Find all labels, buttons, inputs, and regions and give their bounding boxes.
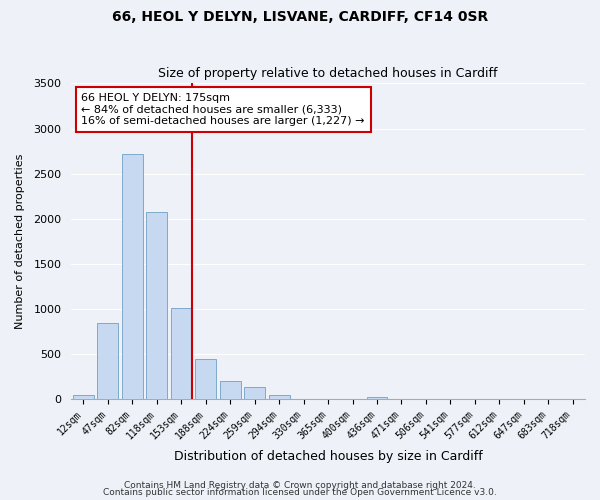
Text: Contains HM Land Registry data © Crown copyright and database right 2024.: Contains HM Land Registry data © Crown c…	[124, 480, 476, 490]
Bar	[269, 395, 290, 400]
Text: 66 HEOL Y DELYN: 175sqm
← 84% of detached houses are smaller (6,333)
16% of semi: 66 HEOL Y DELYN: 175sqm ← 84% of detache…	[82, 93, 365, 126]
Bar	[367, 397, 388, 400]
Bar	[171, 308, 191, 400]
Bar	[146, 212, 167, 400]
Text: 66, HEOL Y DELYN, LISVANE, CARDIFF, CF14 0SR: 66, HEOL Y DELYN, LISVANE, CARDIFF, CF14…	[112, 10, 488, 24]
Bar	[220, 382, 241, 400]
Bar	[244, 387, 265, 400]
Bar	[97, 322, 118, 400]
X-axis label: Distribution of detached houses by size in Cardiff: Distribution of detached houses by size …	[174, 450, 482, 462]
Y-axis label: Number of detached properties: Number of detached properties	[15, 154, 25, 329]
Bar	[196, 359, 216, 400]
Title: Size of property relative to detached houses in Cardiff: Size of property relative to detached ho…	[158, 66, 498, 80]
Text: Contains public sector information licensed under the Open Government Licence v3: Contains public sector information licen…	[103, 488, 497, 497]
Bar	[122, 154, 143, 400]
Bar	[73, 395, 94, 400]
